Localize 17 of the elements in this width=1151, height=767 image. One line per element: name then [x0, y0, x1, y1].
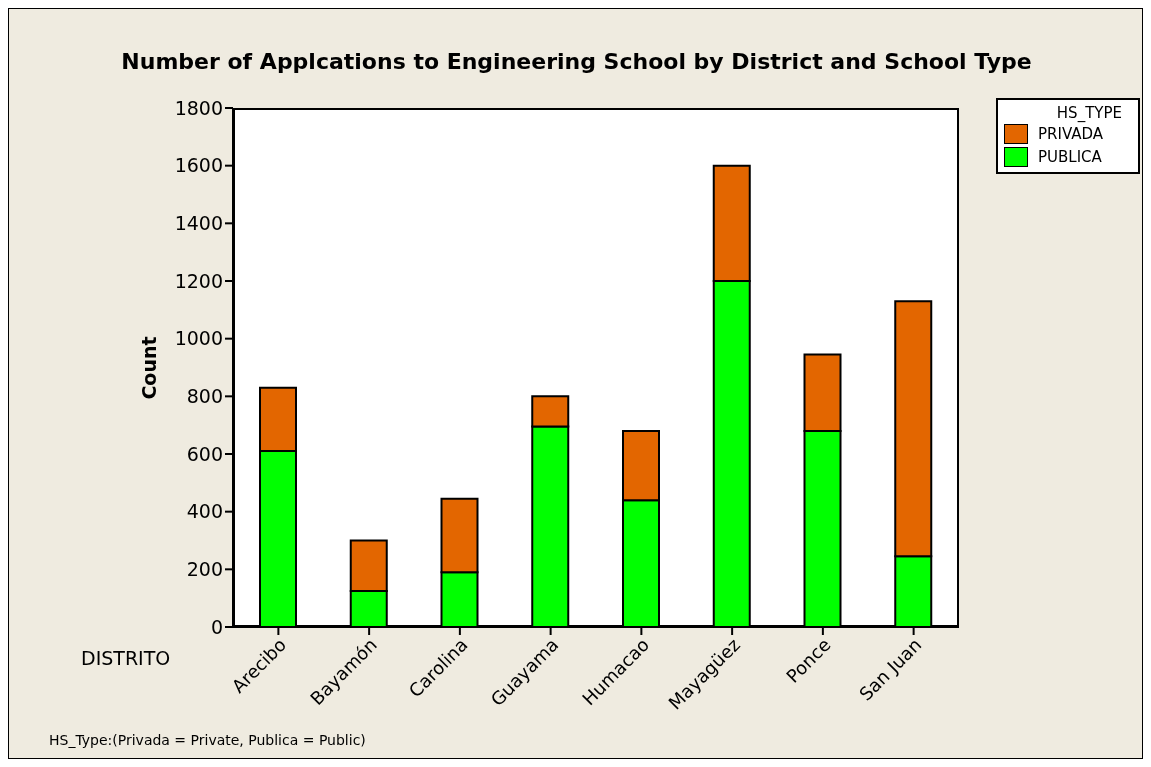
- legend-label: PRIVADA: [1038, 124, 1104, 143]
- x-axis-title: DISTRITO: [81, 647, 171, 669]
- chart-title: Number of Applcations to Engineering School by District and School Type: [121, 49, 1032, 74]
- y-tick-label: 200: [186, 558, 223, 581]
- y-tick-label: 1400: [174, 212, 223, 235]
- y-tick-label: 1600: [174, 154, 223, 177]
- y-tick-label: 600: [186, 442, 223, 465]
- legend-label: PUBLICA: [1038, 147, 1102, 166]
- y-axis-title: Count: [138, 335, 160, 400]
- y-tick-label: 1200: [174, 269, 223, 292]
- y-tick-label: 1800: [174, 96, 223, 119]
- y-tick-label: 1000: [174, 327, 223, 350]
- y-tick-label: 400: [186, 500, 223, 523]
- text: HS_Type:(Privada = Private, Publica = Public): [49, 732, 366, 748]
- legend-title: HS_TYPE: [1056, 104, 1122, 122]
- y-tick-label: 800: [186, 385, 223, 408]
- y-tick-label: 0: [210, 615, 223, 638]
